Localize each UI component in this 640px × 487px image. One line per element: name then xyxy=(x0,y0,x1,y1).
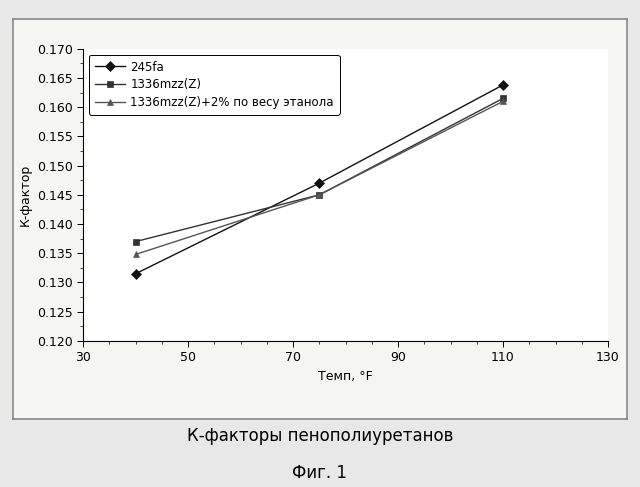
1336mzz(Z)+2% по весу этанола xyxy=(316,192,323,198)
Line: 1336mzz(Z)+2% по весу этанола: 1336mzz(Z)+2% по весу этанола xyxy=(132,98,506,258)
Text: Фиг. 1: Фиг. 1 xyxy=(292,465,348,482)
1336mzz(Z) xyxy=(132,239,140,244)
245fa xyxy=(499,82,507,88)
X-axis label: Темп, °F: Темп, °F xyxy=(318,370,373,383)
Line: 1336mzz(Z): 1336mzz(Z) xyxy=(132,95,506,245)
1336mzz(Z) xyxy=(499,95,507,101)
Legend: 245fa, 1336mzz(Z), 1336mzz(Z)+2% по весу этанола: 245fa, 1336mzz(Z), 1336mzz(Z)+2% по весу… xyxy=(89,55,340,115)
Line: 245fa: 245fa xyxy=(132,81,506,277)
1336mzz(Z)+2% по весу этанола xyxy=(499,98,507,104)
Text: К-факторы пенополиуретанов: К-факторы пенополиуретанов xyxy=(187,427,453,445)
245fa xyxy=(132,271,140,277)
1336mzz(Z) xyxy=(316,192,323,198)
1336mzz(Z)+2% по весу этанола xyxy=(132,251,140,257)
245fa xyxy=(316,180,323,186)
Y-axis label: К-фактор: К-фактор xyxy=(19,164,31,226)
